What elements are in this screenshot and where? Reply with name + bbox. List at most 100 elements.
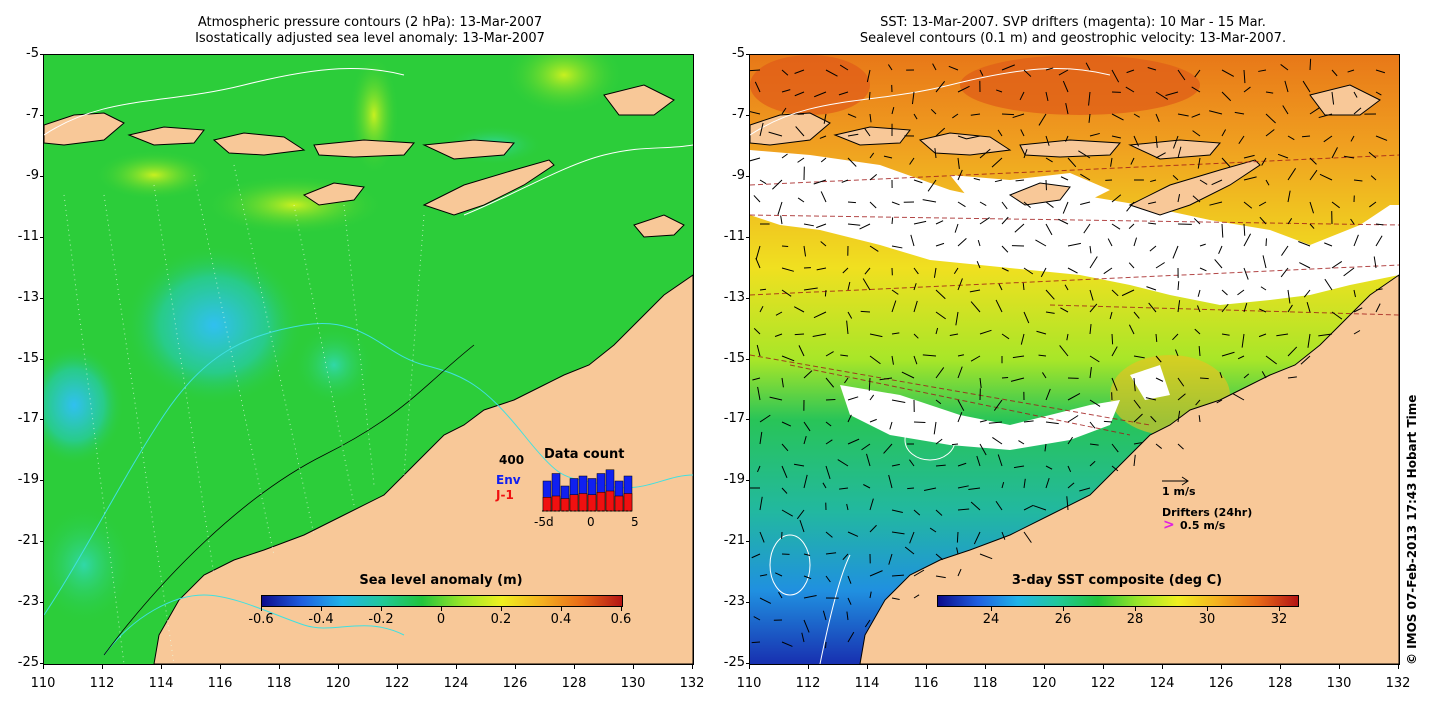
lat-tick-mark	[40, 297, 44, 299]
velocity-arrow	[1197, 157, 1201, 169]
velocity-arrow	[781, 509, 793, 517]
velocity-arrow	[922, 199, 937, 203]
lon-tick-mark	[1221, 665, 1222, 669]
velocity-arrow	[774, 333, 783, 337]
lon-tick-mark	[1280, 665, 1281, 669]
velocity-arrow	[1177, 443, 1184, 450]
velocity-arrow	[913, 267, 919, 275]
velocity-arrow	[1177, 300, 1181, 313]
velocity-arrow	[1067, 157, 1077, 168]
velocity-arrow	[1078, 150, 1091, 159]
velocity-arrow	[801, 632, 805, 643]
velocity-arrow	[1232, 393, 1245, 401]
velocity-arrow	[1067, 465, 1072, 473]
left-title-line1: Atmospheric pressure contours (2 hPa): 1…	[197, 15, 543, 30]
velocity-arrow	[775, 311, 783, 316]
velocity-arrow	[753, 616, 761, 621]
colorbar-tick-label: 32	[1270, 612, 1288, 627]
velocity-arrow	[933, 267, 937, 278]
velocity-arrow	[1019, 91, 1025, 101]
velocity-arrow	[1261, 371, 1267, 379]
velocity-arrow	[1309, 157, 1317, 165]
lat-tick-label: -15	[17, 350, 39, 366]
velocity-arrow	[1243, 223, 1246, 236]
velocity-arrow	[1165, 91, 1179, 97]
velocity-arrow	[797, 197, 805, 203]
velocity-arrow	[891, 107, 895, 115]
velocity-arrow	[913, 594, 920, 599]
right-title-line2: Sealevel contours (0.1 m) and geostrophi…	[859, 31, 1287, 46]
velocity-arrow	[869, 113, 872, 123]
velocity-arrow	[948, 65, 959, 71]
data-count-x-right: 5	[631, 515, 639, 529]
velocity-arrow	[1280, 267, 1289, 278]
velocity-arrow	[825, 439, 833, 445]
velocity-arrow	[957, 85, 970, 93]
velocity-arrow	[751, 553, 761, 559]
velocity-arrow	[869, 173, 878, 181]
velocity-arrow	[1353, 107, 1362, 115]
lon-tick-label: 120	[325, 676, 351, 691]
velocity-arrow	[909, 459, 915, 467]
velocity-arrow	[979, 553, 993, 560]
velocity-arrow	[759, 414, 771, 423]
lat-tick-label: -11	[723, 228, 745, 244]
velocity-arrow	[988, 421, 1003, 424]
lon-tick-mark	[43, 665, 44, 669]
velocity-arrow	[1287, 346, 1298, 357]
lon-tick-mark	[1044, 665, 1045, 669]
velocity-arrow	[825, 575, 831, 583]
lat-tick-mark	[746, 175, 750, 177]
lat-tick-label: -17	[17, 411, 39, 427]
velocity-arrow	[752, 377, 761, 381]
velocity-arrow	[1277, 153, 1289, 159]
velocity-arrow	[891, 574, 904, 577]
lat-tick-mark	[746, 358, 750, 360]
j1-count-bar	[623, 493, 633, 512]
velocity-arrow	[1177, 410, 1181, 423]
velocity-arrow	[1067, 242, 1081, 247]
lon-tick-label: 122	[384, 676, 410, 691]
velocity-arrow	[935, 220, 944, 225]
velocity-arrow	[1353, 289, 1356, 298]
velocity-arrow	[847, 201, 856, 204]
velocity-arrow	[1111, 194, 1122, 203]
lon-tick-mark	[102, 665, 103, 669]
velocity-arrow	[869, 245, 879, 252]
velocity-arrow	[803, 245, 807, 257]
velocity-arrow	[1060, 176, 1069, 181]
velocity-arrow	[891, 597, 900, 601]
velocity-arrow	[929, 527, 937, 533]
velocity-arrow	[1368, 151, 1377, 159]
velocity-arrow	[1177, 146, 1182, 159]
velocity-arrow	[825, 465, 831, 480]
velocity-arrow	[935, 399, 942, 405]
velocity-arrow	[777, 201, 783, 216]
velocity-arrow	[1146, 286, 1157, 291]
velocity-arrow	[847, 438, 860, 445]
velocity-arrow	[1023, 504, 1034, 511]
velocity-arrow	[952, 113, 959, 119]
velocity-arrow	[1062, 201, 1069, 214]
velocity-arrow	[1238, 135, 1245, 145]
velocity-arrow	[922, 354, 937, 357]
lat-tick-label: -19	[17, 472, 39, 488]
velocity-arrow	[1375, 303, 1381, 313]
velocity-arrow	[957, 278, 963, 291]
velocity-arrow	[759, 288, 767, 291]
velocity-arrow	[1177, 113, 1189, 117]
env-legend-label: Env	[496, 473, 521, 487]
velocity-arrow	[839, 487, 849, 490]
lon-tick-mark	[808, 665, 809, 669]
velocity-arrow	[1020, 333, 1025, 345]
velocity-arrow	[759, 597, 772, 604]
velocity-arrow	[1038, 354, 1047, 357]
velocity-arrow	[1023, 531, 1032, 543]
velocity-arrow	[847, 631, 855, 643]
velocity-arrow	[1265, 113, 1276, 124]
velocity-arrow	[825, 377, 835, 388]
velocity-arrow	[957, 157, 960, 169]
velocity-arrow	[864, 619, 871, 628]
lon-tick-label: 130	[620, 676, 646, 691]
velocity-arrow	[781, 89, 791, 93]
